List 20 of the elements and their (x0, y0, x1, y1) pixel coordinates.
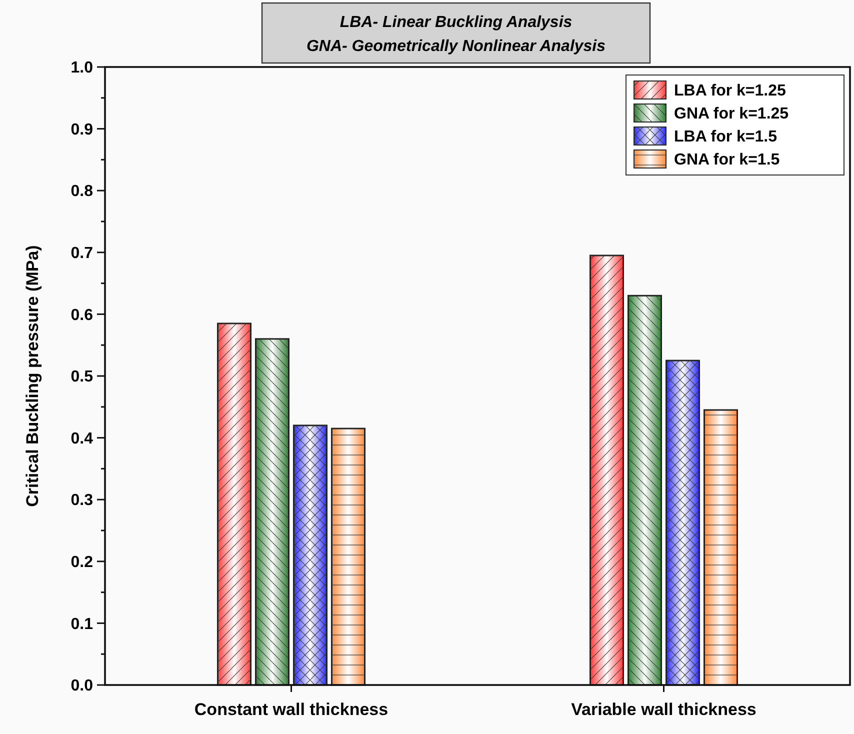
legend-label: GNA for k=1.25 (674, 106, 789, 123)
y-tick-label: 0.9 (70, 121, 94, 138)
legend-label: GNA for k=1.5 (674, 152, 780, 169)
y-tick-label: 0.2 (70, 554, 94, 571)
y-tick-label: 0.4 (70, 430, 94, 448)
chart-title: LBA- Linear Buckling Analysis (340, 14, 572, 31)
y-tick-label: 0.8 (70, 183, 94, 200)
x-tick-label: Constant wall thickness (194, 700, 388, 719)
x-tick-label: Variable wall thickness (571, 700, 756, 719)
y-tick-label: 0.5 (70, 368, 94, 386)
y-axis-title: Critical Buckling pressure (MPa) (23, 245, 42, 507)
chart-subtitle: GNA- Geometrically Nonlinear Analysis (306, 38, 606, 55)
y-tick-label: 0.1 (70, 616, 94, 633)
y-tick-label: 0.6 (70, 306, 94, 324)
y-tick-label: 0.0 (70, 678, 94, 695)
y-tick-label: 0.3 (70, 492, 94, 510)
y-tick-label: 1.0 (70, 60, 94, 77)
y-tick-label: 0.7 (70, 245, 94, 262)
legend-label: LBA for k=1.5 (674, 128, 778, 146)
legend-label: LBA for k=1.25 (674, 82, 786, 100)
